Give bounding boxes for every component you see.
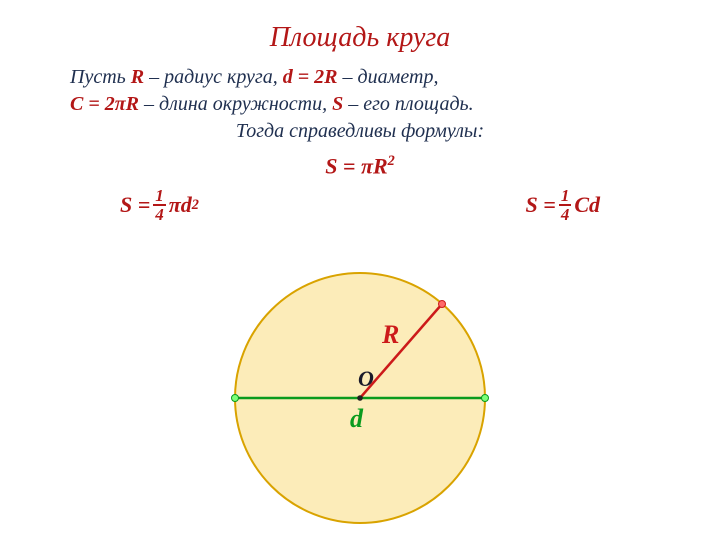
label-d: d: [350, 404, 363, 434]
intro-text: Пусть R – радиус круга, d = 2R – диаметр…: [0, 54, 720, 118]
formula-right-rhs: Cd: [574, 192, 600, 218]
formula-main-lhs: S = πR: [325, 153, 387, 178]
intro-p2: – радиус круга,: [144, 66, 283, 88]
circle-diagram: O R d: [0, 258, 720, 543]
intro-p3: – диаметр,: [338, 66, 439, 88]
frac-den: 4: [153, 206, 166, 223]
intro-dEq: d = 2R: [283, 66, 338, 88]
intro-S: S: [332, 93, 343, 115]
intro-R: R: [131, 66, 144, 88]
formula-left: S = 1 4 πd2: [120, 187, 199, 223]
formula-left-frac: 1 4: [153, 187, 166, 223]
intro-p4: – длина окружности,: [139, 93, 332, 115]
intro-p5: – его площадь.: [343, 93, 473, 115]
label-R: R: [382, 320, 399, 350]
label-O: O: [358, 366, 374, 392]
formula-left-rhs: πd: [169, 192, 192, 218]
frac-den: 4: [559, 206, 572, 223]
page-title: Площадь круга: [0, 0, 720, 54]
frac-num: 1: [153, 187, 166, 206]
diagram-svg: [220, 258, 500, 538]
formula-main: S = πR2: [0, 143, 720, 179]
formula-right: S = 1 4 Cd: [526, 187, 600, 223]
formula-right-lhs: S =: [526, 192, 556, 218]
formula-row: S = 1 4 πd2 S = 1 4 Cd: [0, 179, 720, 223]
formula-right-frac: 1 4: [559, 187, 572, 223]
frac-num: 1: [559, 187, 572, 206]
formula-left-lhs: S =: [120, 192, 150, 218]
intro-line2: Тогда справедливы формулы:: [0, 118, 720, 143]
intro-CEq: C = 2πR: [70, 93, 139, 115]
formula-main-exp: 2: [388, 153, 395, 169]
intro-p1: Пусть: [70, 66, 131, 88]
formula-left-exp: 2: [192, 197, 199, 214]
